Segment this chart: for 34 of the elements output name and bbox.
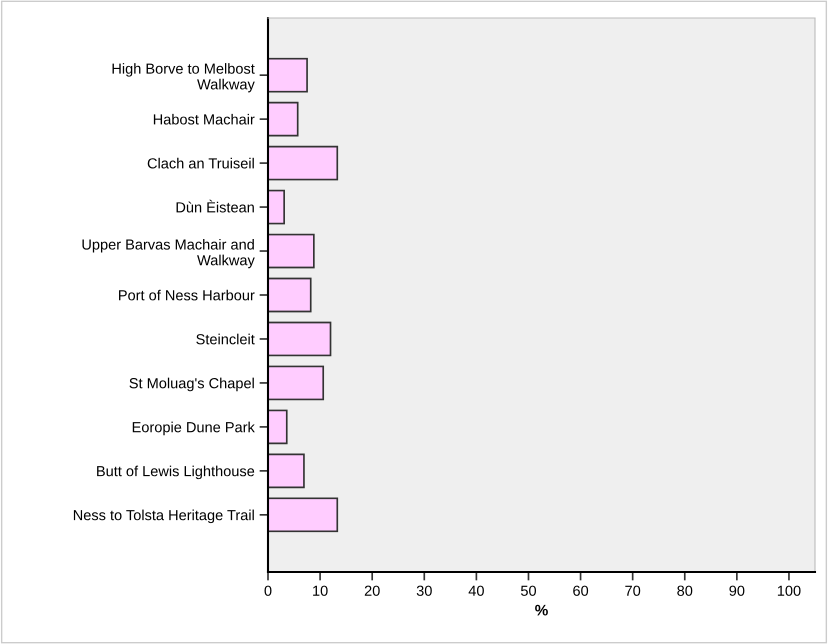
y-tick-label: Ness to Tolsta Heritage Trail [74,510,254,524]
bar [268,102,299,136]
bar [268,322,332,356]
bar [268,498,338,532]
bar [268,190,285,224]
y-tick-label: Port of Ness Harbour [119,290,255,300]
x-tick-label: 30 [416,586,432,596]
x-axis-title: % [535,604,548,616]
x-tick-label: 40 [468,586,484,596]
y-tick-label: Steincleit [196,334,255,344]
bar [268,234,315,268]
x-tick-label: 80 [677,586,692,596]
y-tick-label: Upper Barvas Machair and Walkway [82,238,255,268]
x-tick-label: 50 [520,586,536,596]
y-tick-label: Butt of Lewis Lighthouse [97,466,254,480]
x-tick-label: 0 [264,586,272,596]
y-tick-label: Habost Machair [154,114,255,125]
x-tick-label: 90 [729,586,744,596]
y-tick-label: Clach an Truiseil [148,158,254,169]
x-tick-label: 60 [573,586,588,596]
bar [268,410,288,444]
y-tick-label: St Moluag's Chapel [129,378,254,392]
y-tick-label: Eoropie Dune Park [132,422,255,436]
bar [268,454,305,488]
x-tick-label: 70 [625,586,640,596]
bar [268,146,338,180]
y-tick-label: Dùn Èistean [176,200,254,212]
bar [268,278,312,312]
bar [268,366,324,400]
x-tick-label: 10 [313,586,328,596]
bar [268,58,308,92]
x-tick-label: 100 [778,586,801,596]
x-tick-label: 20 [364,586,380,596]
y-tick-label: High Borve to Melbost Walkway [112,63,255,92]
